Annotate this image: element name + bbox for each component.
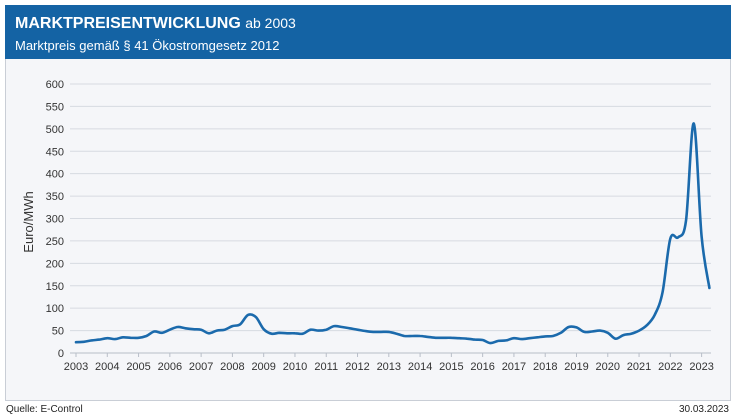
grid-lines (70, 83, 711, 354)
y-axis: 0 50 100 150 200 250 300 350 400 450 500 550 600 (46, 79, 64, 360)
x-tick-label: 2006 (158, 361, 182, 373)
y-tick-label: 350 (46, 191, 64, 203)
x-tick-label: 2022 (658, 361, 682, 373)
x-tick-label: 2005 (126, 361, 150, 373)
chart-title: MARKTPREISENTWICKLUNG ab 2003 (15, 15, 296, 33)
x-axis: 2003 2004 2005 2006 2007 2008 2009 2010 2011 2012… (64, 353, 714, 373)
y-tick-label: 400 (46, 169, 64, 181)
series-group (74, 122, 711, 345)
x-tick-label: 2012 (345, 361, 369, 373)
y-tick-label: 50 (52, 326, 64, 338)
x-tick-label: 2014 (408, 361, 432, 373)
x-tick-label: 2003 (64, 361, 88, 373)
x-tick-label: 2019 (564, 361, 588, 373)
x-tick-label: 2016 (470, 361, 494, 373)
y-tick-label: 450 (46, 146, 64, 158)
x-tick-label: 2015 (439, 361, 463, 373)
y-axis-title: Euro/MWh (21, 191, 36, 252)
x-tick-label: 2017 (502, 361, 526, 373)
x-tick-label: 2009 (251, 361, 275, 373)
chart-header: MARKTPREISENTWICKLUNG ab 2003 Marktpreis… (5, 5, 731, 59)
x-tick-label: 2018 (533, 361, 557, 373)
x-tick-label: 2008 (220, 361, 244, 373)
chart-subtitle: Marktpreis gemäß § 41 Ökostromgesetz 201… (15, 38, 280, 53)
x-tick-label: 2013 (377, 361, 401, 373)
series-line (74, 122, 711, 345)
y-tick-label: 200 (46, 258, 64, 270)
chart-title-suffix: ab 2003 (245, 15, 296, 31)
y-tick-label: 300 (46, 214, 64, 226)
x-tick-label: 2011 (314, 361, 338, 373)
source-note: Quelle: E-Control (6, 404, 83, 415)
x-tick-label: 2021 (627, 361, 651, 373)
y-tick-label: 100 (46, 303, 64, 315)
y-tick-label: 0 (58, 348, 64, 360)
y-tick-label: 500 (46, 124, 64, 136)
x-tick-label: 2007 (189, 361, 213, 373)
y-tick-label: 150 (46, 281, 64, 293)
y-tick-label: 600 (46, 79, 64, 91)
x-tick-label: 2010 (283, 361, 307, 373)
y-tick-label: 550 (46, 101, 64, 113)
date-note: 30.03.2023 (678, 404, 729, 415)
y-tick-label: 250 (46, 236, 64, 248)
x-tick-label: 2020 (596, 361, 620, 373)
chart-title-main: MARKTPREISENTWICKLUNG (15, 15, 241, 32)
x-tick-label: 2004 (95, 361, 119, 373)
x-tick-label: 2023 (689, 361, 713, 373)
